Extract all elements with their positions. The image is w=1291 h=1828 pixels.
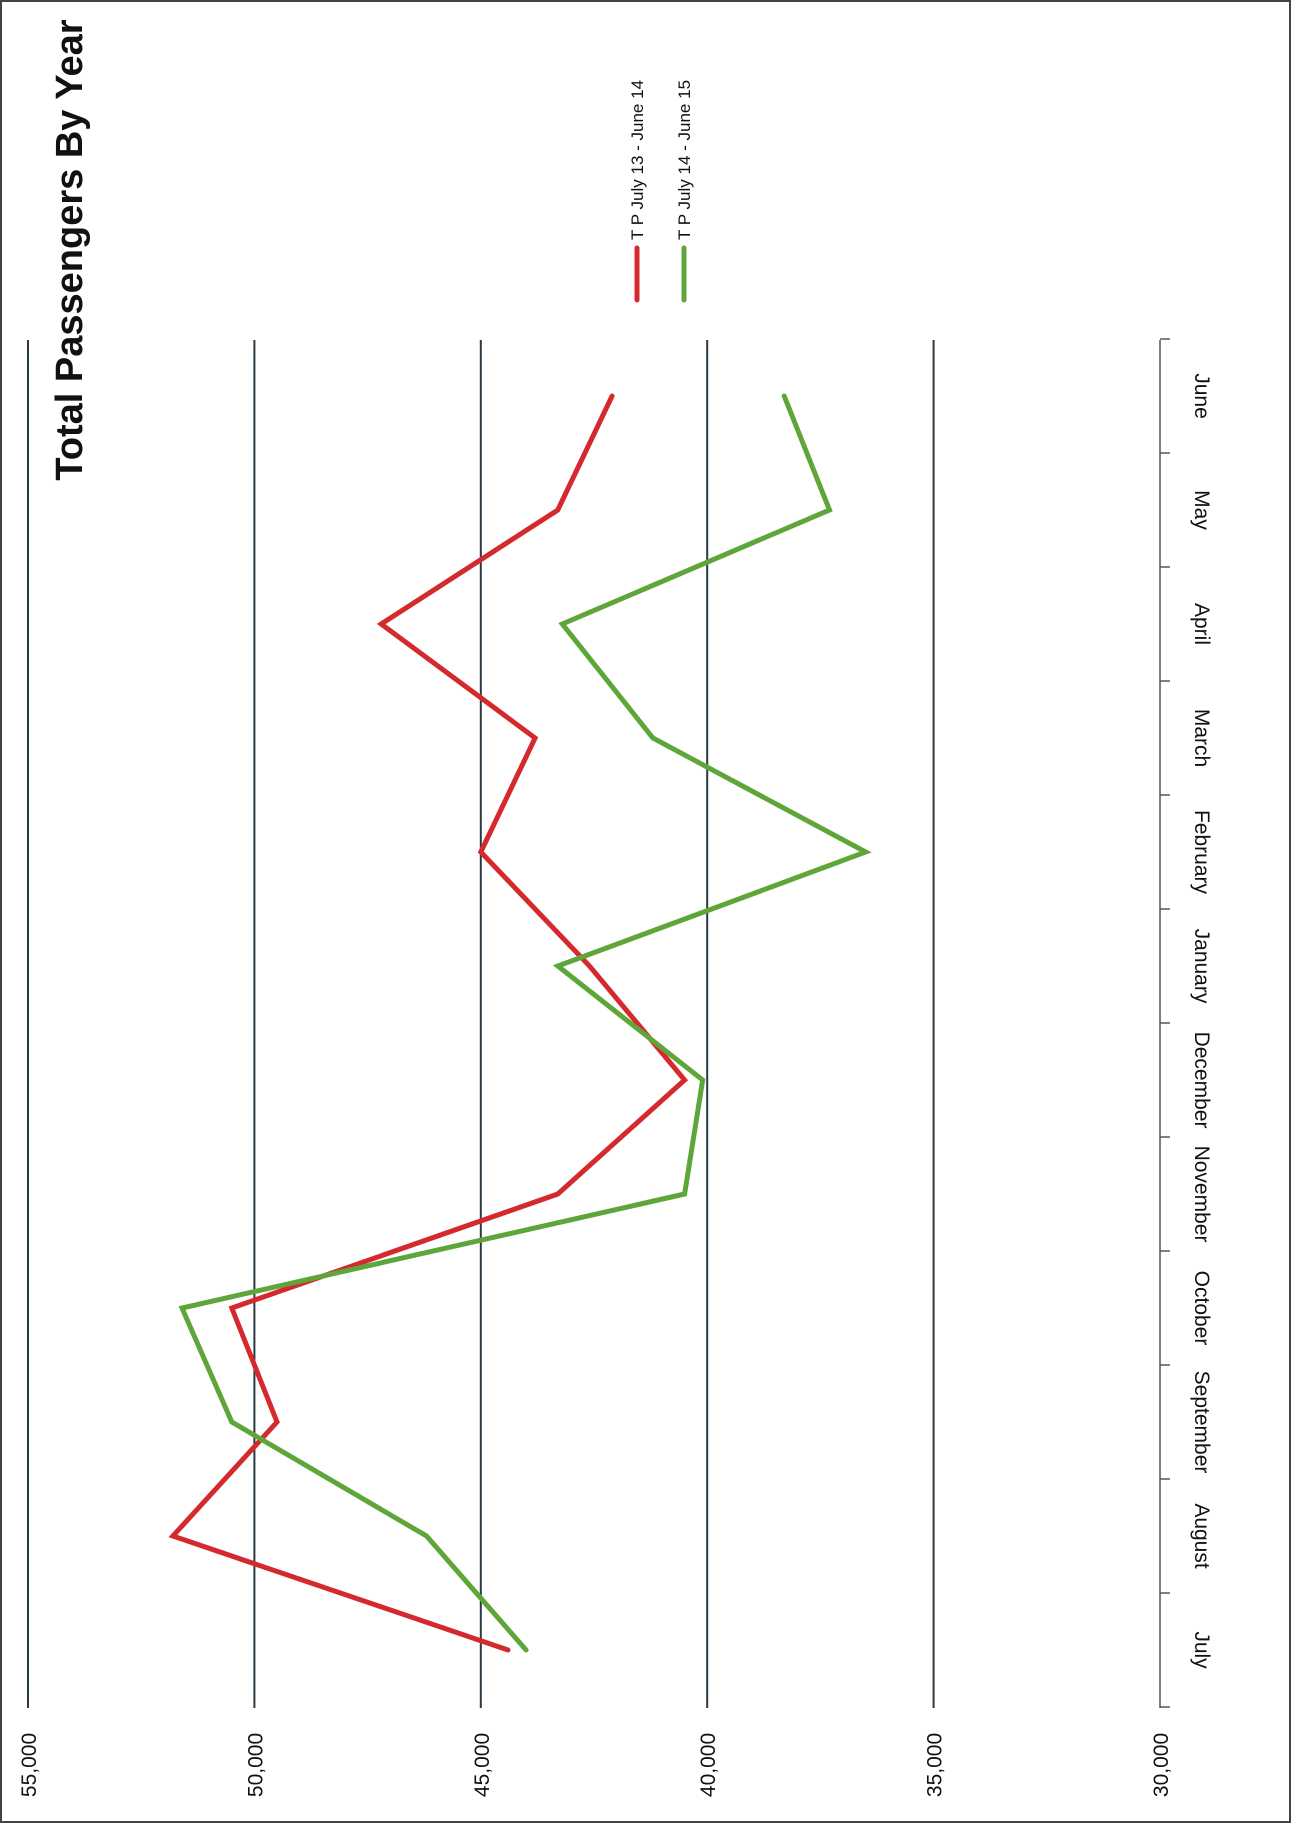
chart-title: Total Passengers By Year <box>49 19 91 480</box>
grid-layer <box>27 340 1161 1708</box>
axis-layer: 30,000 35,000 40,000 45,000 50,000 55,000 July… <box>18 338 1213 1797</box>
x-tick-label: December <box>1190 1032 1213 1129</box>
data-point <box>534 737 536 739</box>
data-point <box>231 1421 233 1423</box>
data-point <box>380 623 382 625</box>
data-point <box>828 509 830 511</box>
x-tick-label: July <box>1190 1631 1213 1669</box>
legend-label: T P July 14 - June 15 <box>675 80 694 240</box>
data-point <box>611 395 613 397</box>
data-point <box>588 965 590 967</box>
x-tick-label: August <box>1190 1503 1213 1569</box>
x-tick-label: June <box>1190 373 1213 419</box>
data-point <box>480 851 482 853</box>
x-tick-label: January <box>1190 929 1213 1004</box>
legend: T P July 13 - June 14 T P July 14 - June … <box>628 80 694 303</box>
x-tick-label: March <box>1190 709 1213 767</box>
y-tick-label: 45,000 <box>471 1733 494 1797</box>
data-point <box>525 1649 527 1651</box>
series-line-2 <box>178 393 872 1653</box>
data-point <box>652 737 654 739</box>
data-point <box>276 1421 278 1423</box>
y-tick-label: 30,000 <box>1150 1733 1173 1797</box>
data-point <box>557 509 559 511</box>
x-tick-label: September <box>1190 1371 1213 1474</box>
x-tick-label: November <box>1190 1146 1213 1243</box>
y-tick-label: 50,000 <box>244 1733 267 1797</box>
data-point <box>684 1193 686 1195</box>
x-tick-label: October <box>1190 1271 1213 1346</box>
data-point <box>557 965 559 967</box>
x-tick-label: February <box>1190 810 1213 895</box>
data-point <box>702 1079 704 1081</box>
data-point <box>557 1193 559 1195</box>
data-point <box>783 395 785 397</box>
data-point <box>181 1307 183 1309</box>
data-point <box>231 1307 233 1309</box>
y-tick-label: 35,000 <box>924 1733 947 1797</box>
y-tick-label: 40,000 <box>697 1733 720 1797</box>
data-point <box>684 1079 686 1081</box>
y-tick-label: 55,000 <box>18 1733 41 1797</box>
x-tick-label: April <box>1190 603 1213 645</box>
legend-label: T P July 13 - June 14 <box>628 80 647 240</box>
data-point <box>561 623 563 625</box>
series-layer <box>168 393 872 1653</box>
data-point <box>172 1535 174 1537</box>
data-point <box>425 1535 427 1537</box>
series-line-1 <box>168 393 689 1653</box>
data-point <box>865 851 867 853</box>
data-point <box>507 1649 509 1651</box>
x-tick-label: May <box>1190 490 1213 530</box>
title-layer: Total Passengers By Year <box>49 19 91 480</box>
